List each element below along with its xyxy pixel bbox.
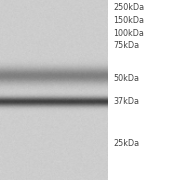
- Text: 250kDa: 250kDa: [113, 3, 145, 12]
- Text: 75kDa: 75kDa: [113, 41, 140, 50]
- Bar: [108, 0, 180, 180]
- Text: 25kDa: 25kDa: [113, 140, 140, 148]
- Text: 100kDa: 100kDa: [113, 29, 144, 38]
- Text: 50kDa: 50kDa: [113, 74, 139, 83]
- Text: 37kDa: 37kDa: [113, 97, 139, 106]
- Text: 150kDa: 150kDa: [113, 16, 144, 25]
